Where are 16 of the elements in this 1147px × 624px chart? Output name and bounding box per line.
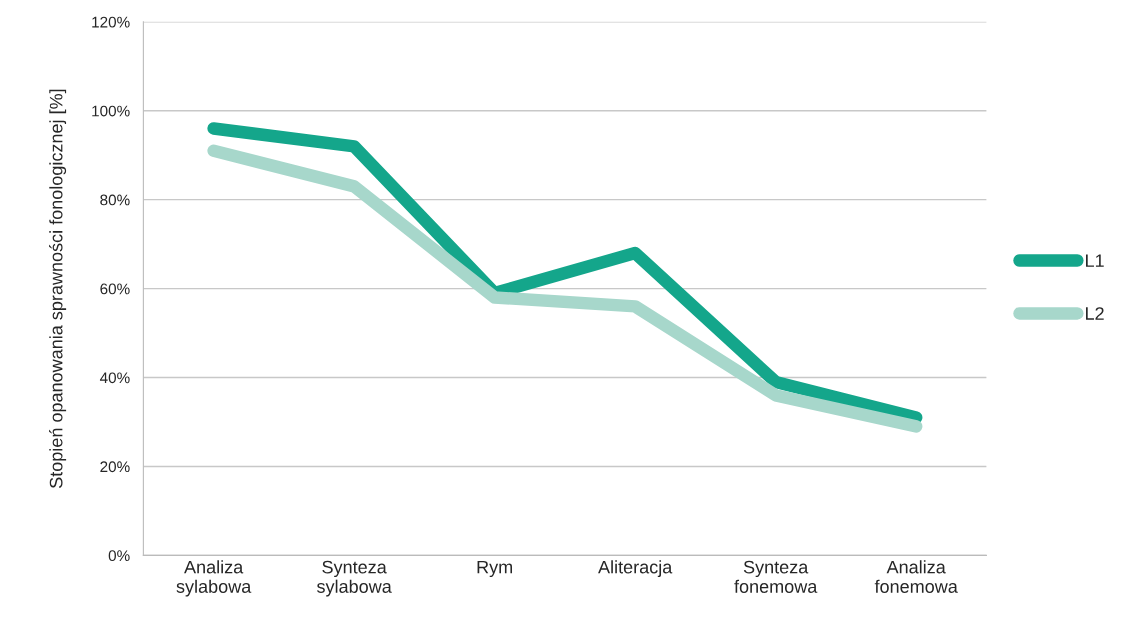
x-tick-label: Synteza sylabowa xyxy=(317,560,392,597)
y-tick-label: 40% xyxy=(99,372,130,384)
legend-label: L1 xyxy=(1086,254,1104,267)
x-tick-label: Analiza sylabowa xyxy=(176,560,252,597)
y-tick-label: 20% xyxy=(100,461,130,473)
x-tick-label: Rym xyxy=(477,560,513,578)
y-tick-label: 100% xyxy=(92,105,130,117)
y-tick-label: 0% xyxy=(108,550,130,562)
legend-label: L2 xyxy=(1086,307,1104,320)
y-axis-title: Stopień opanowania sprawności fonologicznej [%] xyxy=(49,89,67,489)
x-tick-label: Aliteracja xyxy=(598,560,673,578)
y-tick-label: 80% xyxy=(100,194,130,206)
y-tick-label: 120% xyxy=(92,16,130,28)
y-tick-label: 60% xyxy=(100,283,130,295)
x-tick-label: Synteza fonemowa xyxy=(734,560,818,593)
x-tick-label: Analiza fonemowa xyxy=(874,560,958,593)
